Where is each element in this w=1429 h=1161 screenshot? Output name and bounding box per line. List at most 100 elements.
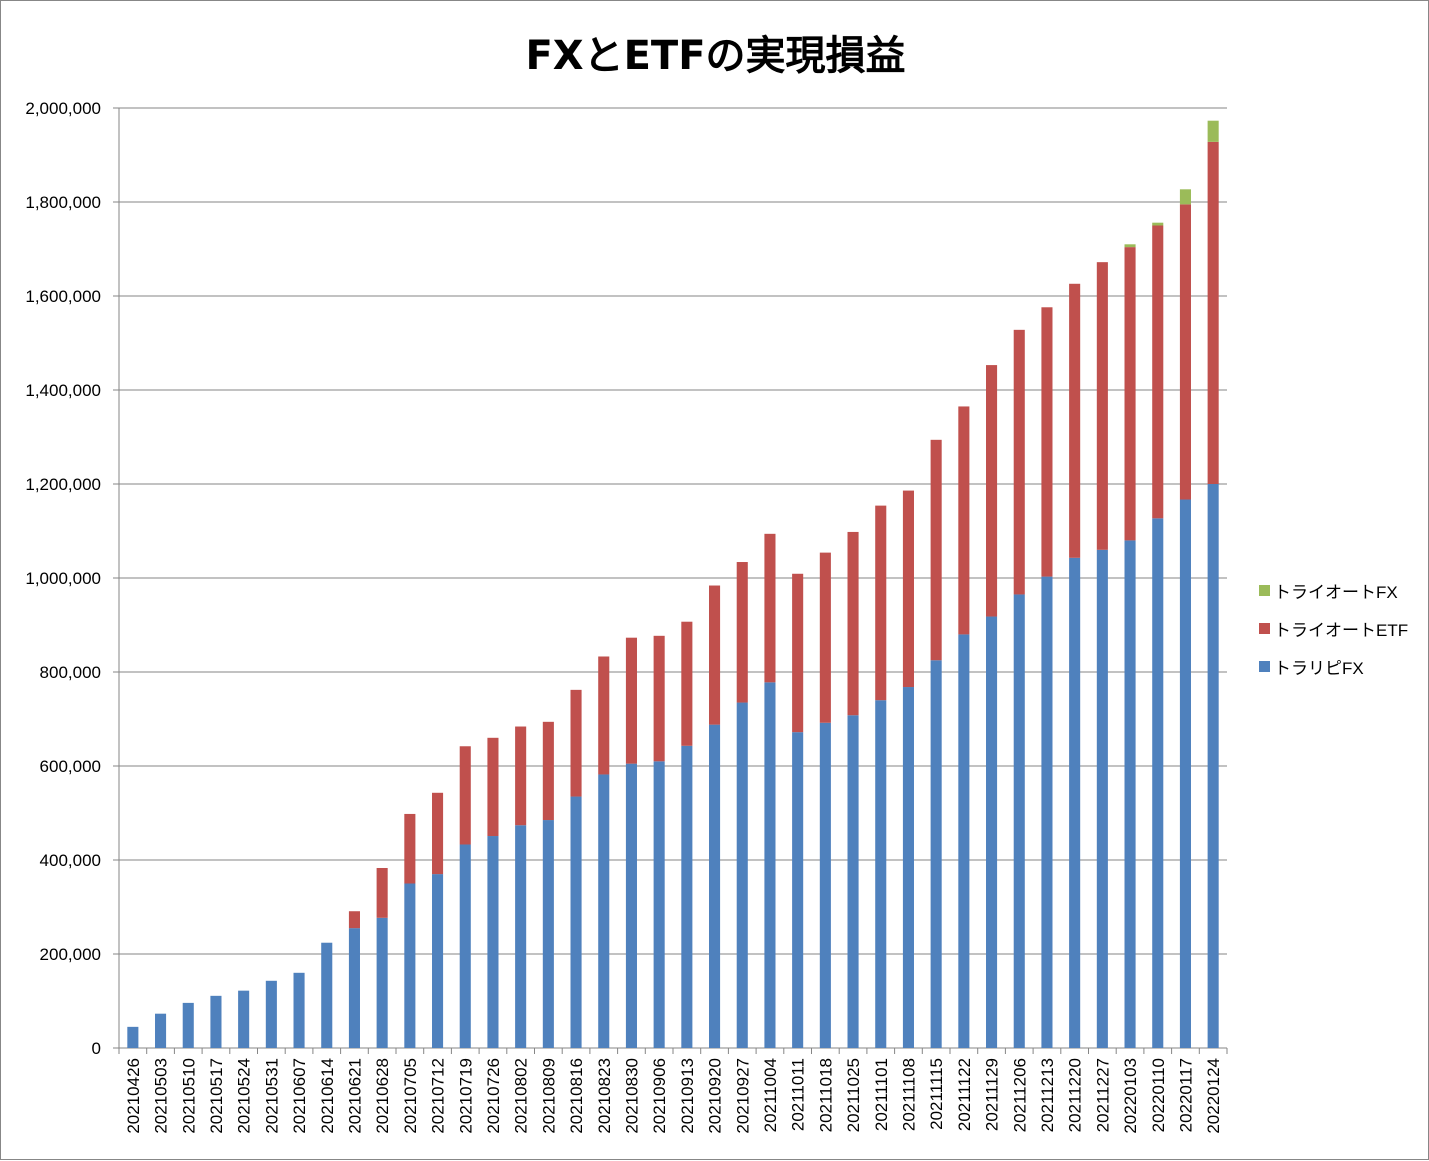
- bar-segment: [653, 761, 665, 1048]
- bar-segment: [902, 687, 914, 1048]
- y-tick-label: 1,800,000: [25, 193, 101, 212]
- legend-item: トラリピFX: [1259, 647, 1408, 685]
- bar-segment: [404, 883, 416, 1048]
- bar-segment: [875, 700, 887, 1048]
- bar-segment: [321, 942, 333, 1048]
- bar-segment: [958, 634, 970, 1048]
- y-tick-label: 1,200,000: [25, 475, 101, 494]
- x-tick-label: 20211108: [899, 1058, 918, 1131]
- bar-segment: [902, 490, 914, 688]
- x-tick-label: 20211220: [1066, 1058, 1085, 1132]
- chart-title: FXとETFの実現損益: [525, 33, 906, 79]
- x-tick-label: 20210816: [567, 1058, 586, 1134]
- bar-segment: [1179, 189, 1191, 205]
- x-tick-label: 20211206: [1010, 1058, 1029, 1132]
- bar-segment: [459, 844, 471, 1048]
- bar-segment: [182, 1002, 194, 1048]
- y-tick-label: 2,000,000: [25, 99, 101, 118]
- bar-segment: [792, 573, 804, 733]
- x-tick-label: 20211129: [983, 1058, 1002, 1131]
- bar-segment: [1124, 540, 1136, 1048]
- bar-segment: [542, 721, 554, 821]
- bar-segment: [1041, 307, 1053, 577]
- x-tick-label: 20210621: [345, 1058, 364, 1134]
- bar-segment: [792, 732, 804, 1048]
- bar-segment: [1179, 499, 1191, 1048]
- x-tick-label: 20210614: [318, 1058, 337, 1134]
- legend-label: トライオートFX: [1274, 582, 1398, 602]
- x-tick-label: 20210823: [595, 1058, 614, 1134]
- bar-segment: [1179, 204, 1191, 500]
- bar-segment: [847, 531, 859, 716]
- bar-segment: [736, 562, 748, 703]
- y-tick-label: 200,000: [40, 945, 101, 964]
- y-tick-label: 1,400,000: [25, 381, 101, 400]
- x-tick-label: 20210726: [484, 1058, 503, 1134]
- bar-segment: [1096, 262, 1108, 550]
- bar-segment: [570, 689, 582, 797]
- x-tick-label: 20210503: [152, 1058, 171, 1134]
- bar-segment: [819, 552, 831, 723]
- x-tick-label: 20220124: [1204, 1058, 1223, 1134]
- bar-segment: [1069, 283, 1081, 558]
- x-tick-label: 20210802: [512, 1058, 531, 1134]
- x-tick-label: 20220117: [1176, 1058, 1195, 1132]
- bar-segment: [1207, 120, 1219, 142]
- bar-segment: [709, 585, 721, 725]
- bar-segment: [986, 616, 998, 1048]
- bar-segment: [432, 874, 444, 1048]
- x-tick-label: 20210517: [207, 1058, 226, 1134]
- x-tick-label: 20220110: [1149, 1058, 1168, 1132]
- x-tick-label: 20210927: [733, 1058, 752, 1134]
- bar-segment: [736, 702, 748, 1048]
- bar-segment: [847, 715, 859, 1048]
- bar-segment: [764, 682, 776, 1048]
- x-tick-label: 20210628: [373, 1058, 392, 1134]
- bar-segment: [376, 867, 388, 918]
- bar-segment: [265, 980, 277, 1048]
- bar-segment: [1207, 484, 1219, 1048]
- x-tick-label: 20211018: [816, 1058, 835, 1132]
- bar-segment: [542, 820, 554, 1048]
- bar-segment: [348, 911, 360, 929]
- x-tick-label: 20220103: [1121, 1058, 1140, 1134]
- bar-segment: [487, 737, 499, 837]
- bar-segment: [681, 621, 693, 746]
- bar-segment: [598, 774, 610, 1048]
- bar-segment: [986, 365, 998, 617]
- x-tick-label: 20210830: [622, 1058, 641, 1134]
- bar-segment: [1124, 244, 1136, 248]
- x-tick-label: 20210705: [401, 1058, 420, 1134]
- legend-swatch: [1259, 660, 1270, 672]
- bar-segment: [515, 726, 527, 826]
- bar-segment: [1069, 557, 1081, 1048]
- legend-label: トライオートETF: [1274, 620, 1409, 640]
- x-tick-label: 20210426: [124, 1058, 143, 1134]
- bar-segment: [764, 533, 776, 683]
- bar-segment: [625, 763, 637, 1048]
- bar-segment: [1152, 225, 1164, 519]
- bar-segment: [1207, 141, 1219, 484]
- y-tick-label: 400,000: [40, 851, 101, 870]
- x-tick-label: 20210809: [539, 1058, 558, 1134]
- x-tick-label: 20211213: [1038, 1058, 1057, 1132]
- bar-segment: [238, 990, 250, 1048]
- bar-segment: [376, 917, 388, 1048]
- bar-segment: [1041, 576, 1053, 1048]
- x-tick-label: 20210719: [456, 1058, 475, 1134]
- x-tick-label: 20210920: [706, 1058, 725, 1134]
- x-tick-label: 20211101: [872, 1058, 891, 1131]
- bar-segment: [515, 825, 527, 1048]
- legend-item: トライオートETF: [1259, 609, 1408, 647]
- bar-segment: [210, 995, 222, 1048]
- y-tick-label: 0: [92, 1039, 101, 1058]
- x-tick-label: 20211011: [789, 1058, 808, 1131]
- x-tick-label: 20211004: [761, 1058, 780, 1132]
- x-tick-label: 20211025: [844, 1058, 863, 1132]
- bar-segment: [459, 746, 471, 845]
- x-tick-label: 20210906: [650, 1058, 669, 1134]
- bar-segment: [1152, 518, 1164, 1048]
- x-tick-label: 20211122: [955, 1058, 974, 1131]
